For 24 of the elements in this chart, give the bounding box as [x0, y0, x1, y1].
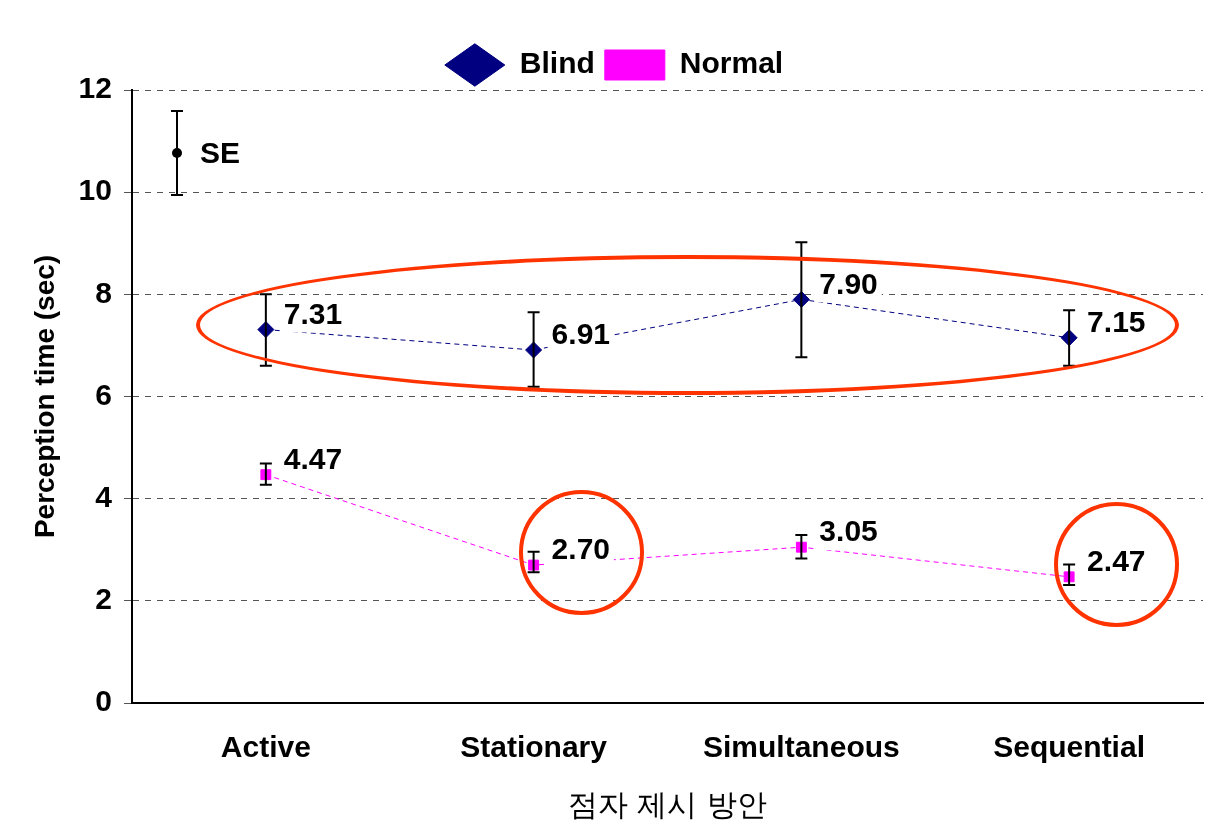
data-label: 4.47	[283, 441, 343, 475]
y-tick-label: 0	[95, 684, 112, 718]
annotation: SE	[199, 136, 240, 170]
y-tick-label: 4	[95, 479, 113, 513]
data-label: 2.70	[551, 532, 610, 566]
y-axis-title: Perception time (sec)	[28, 254, 60, 539]
data-label: 3.05	[819, 514, 878, 548]
x-axis-title: 점자 제시 방안	[567, 786, 768, 822]
y-tick-label: 10	[78, 173, 112, 207]
y-tick-label: 8	[95, 275, 112, 309]
data-label: 7.15	[1087, 305, 1146, 339]
y-tick-label: 12	[78, 71, 112, 105]
legend-label: Blind	[519, 46, 595, 80]
data-label: 2.47	[1087, 544, 1146, 578]
data-label: 6.91	[551, 317, 610, 351]
y-tick-label: 6	[95, 377, 112, 411]
x-tick-label: Active	[220, 730, 311, 764]
x-tick-label: Sequential	[993, 730, 1145, 764]
data-label: 7.31	[283, 296, 343, 330]
x-tick-label: Stationary	[460, 730, 608, 764]
y-tick-label: 2	[95, 582, 112, 616]
x-tick-label: Simultaneous	[703, 730, 900, 764]
data-label: 7.90	[819, 266, 878, 300]
legend-label: Normal	[679, 46, 784, 80]
